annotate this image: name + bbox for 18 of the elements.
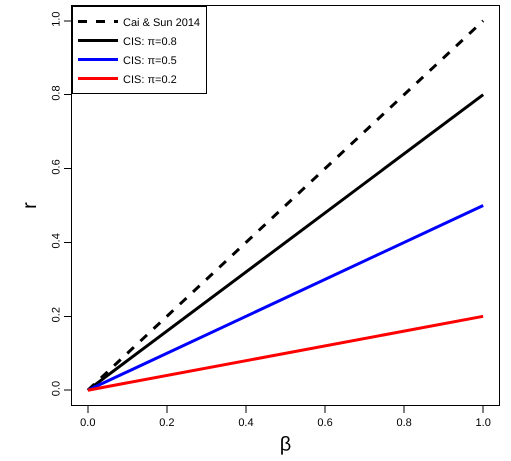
x-tick-label: 1.0 bbox=[476, 417, 491, 430]
y-tick-label: 0.8 bbox=[50, 85, 63, 101]
x-tick-label: 0.0 bbox=[80, 417, 96, 430]
y-tick-label: 0.0 bbox=[50, 380, 63, 396]
y-axis-title: r bbox=[19, 202, 42, 209]
legend-label: CIS: π=0.8 bbox=[123, 36, 177, 48]
legend-label: CIS: π=0.2 bbox=[123, 74, 177, 86]
x-tick-label: 0.6 bbox=[317, 417, 333, 430]
y-tick-label: 0.4 bbox=[50, 233, 63, 248]
x-axis-title: β bbox=[280, 434, 292, 456]
y-tick-label: 0.6 bbox=[50, 159, 63, 175]
x-tick-label: 0.2 bbox=[159, 417, 175, 430]
x-tick-label: 0.8 bbox=[396, 417, 412, 430]
y-tick-label: 1.0 bbox=[50, 11, 63, 27]
y-tick-label: 0.2 bbox=[50, 307, 63, 322]
x-tick-label: 0.4 bbox=[238, 417, 254, 430]
legend-label: CIS: π=0.5 bbox=[123, 54, 177, 67]
legend-label: Cai & Sun 2014 bbox=[123, 16, 200, 29]
